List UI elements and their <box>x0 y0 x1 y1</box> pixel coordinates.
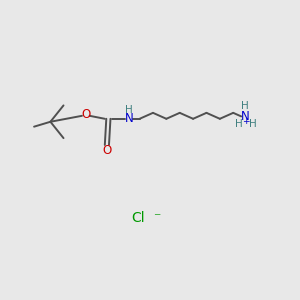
Text: N: N <box>125 112 134 125</box>
Text: H: H <box>125 105 133 115</box>
Text: H: H <box>241 101 249 111</box>
Text: O: O <box>102 143 112 157</box>
Text: O: O <box>82 108 91 121</box>
Text: Cl: Cl <box>131 212 145 225</box>
Text: N: N <box>241 110 250 123</box>
Text: H: H <box>235 119 242 129</box>
Text: ⁻: ⁻ <box>153 212 160 225</box>
Text: +: + <box>242 117 250 126</box>
Text: H: H <box>249 119 256 129</box>
